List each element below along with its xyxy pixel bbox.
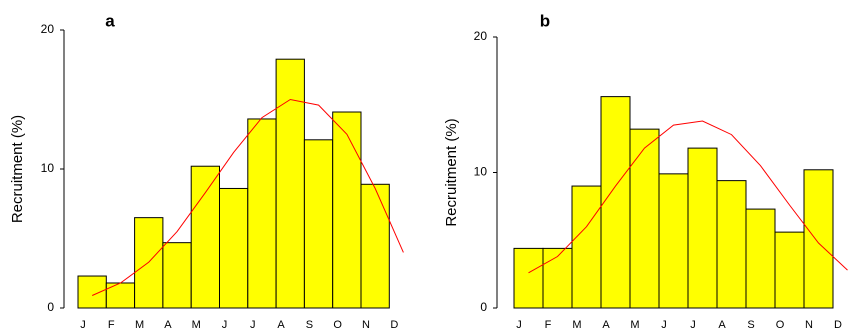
bar — [162, 242, 192, 309]
x-tick-label: J — [690, 319, 696, 331]
x-tick-label: S — [747, 319, 754, 331]
y-tick-label: 0 — [480, 300, 487, 314]
bar — [600, 96, 631, 309]
bar — [687, 147, 718, 309]
panel-label: a — [105, 11, 115, 30]
y-axis-label: Recruitment (%) — [443, 118, 460, 226]
x-tick-label: M — [192, 319, 201, 331]
x-tick-label: J — [80, 319, 86, 331]
x-tick-label: J — [661, 319, 667, 331]
x-tick-label: J — [516, 319, 522, 331]
x-tick-label: M — [135, 319, 144, 331]
fitted-curve — [528, 120, 848, 274]
x-tick-label: F — [108, 319, 115, 331]
x-tick-label: F — [545, 319, 552, 331]
x-tick-label: A — [164, 319, 172, 331]
x-tick-label: N — [805, 319, 813, 331]
x-tick-label: J — [250, 319, 256, 331]
bar — [716, 180, 747, 309]
y-tick-label: 20 — [41, 22, 55, 36]
x-tick-label: O — [333, 319, 342, 331]
x-tick-label: S — [306, 319, 313, 331]
bar — [513, 247, 544, 309]
bar — [360, 183, 390, 309]
y-axis-label: Recruitment (%) — [9, 115, 26, 223]
x-tick-label: J — [222, 319, 228, 331]
x-tick-label: A — [602, 319, 610, 331]
panel-label: b — [540, 11, 550, 30]
bar — [542, 247, 573, 309]
x-tick-label: N — [362, 319, 370, 331]
x-tick-label: M — [572, 319, 581, 331]
bar — [332, 111, 362, 309]
fitted-curve — [91, 98, 404, 296]
bar — [303, 139, 334, 309]
x-tick-label: D — [390, 319, 398, 331]
bar — [247, 118, 277, 309]
bar — [571, 185, 602, 309]
x-tick-label: M — [630, 319, 639, 331]
y-tick-label: 20 — [474, 29, 488, 43]
bar — [658, 173, 689, 309]
bar — [134, 217, 164, 309]
bar — [803, 169, 834, 309]
y-tick-label: 10 — [474, 165, 488, 179]
bar — [77, 275, 107, 309]
bar — [745, 208, 776, 309]
x-tick-label: D — [834, 319, 842, 331]
x-tick-label: A — [277, 319, 285, 331]
y-tick-label: 0 — [47, 300, 54, 314]
bar — [275, 58, 305, 309]
bar — [629, 128, 660, 309]
y-tick-label: 10 — [41, 161, 55, 175]
x-tick-label: O — [776, 319, 785, 331]
bar — [190, 165, 220, 309]
bar — [105, 282, 136, 309]
bar — [219, 187, 249, 309]
x-tick-label: A — [718, 319, 726, 331]
bar — [774, 231, 805, 309]
